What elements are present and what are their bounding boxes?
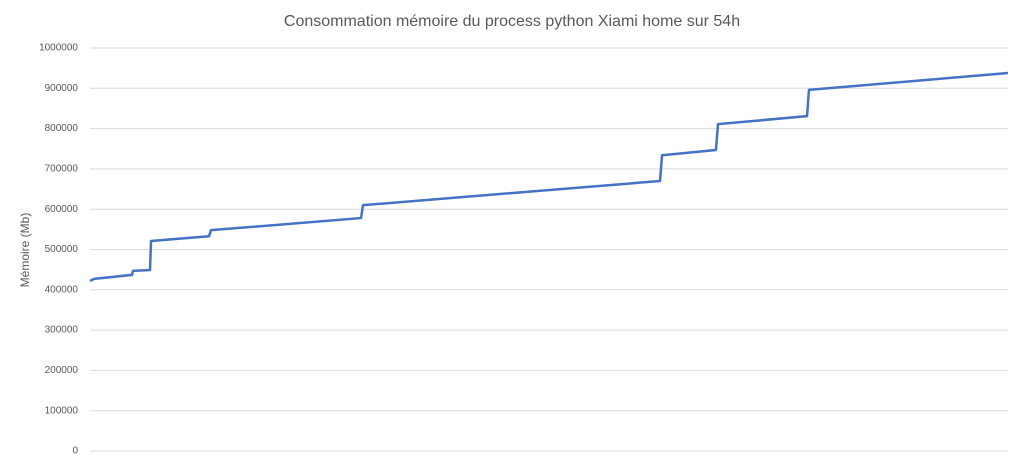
y-tick-label: 700000	[45, 164, 79, 175]
y-tick-label: 200000	[45, 365, 79, 376]
y-tick-label: 500000	[45, 244, 79, 255]
y-tick-label: 0	[72, 446, 78, 457]
y-tick-label: 100000	[45, 405, 79, 416]
data-line	[89, 71, 1009, 283]
y-tick-label: 1000000	[39, 43, 78, 54]
y-tick-label: 300000	[45, 325, 79, 336]
y-axis-label: Mémoire (Mb)	[18, 213, 32, 288]
chart-title: Consommation mémoire du process python X…	[284, 13, 740, 30]
y-tick-label: 800000	[45, 123, 79, 134]
y-tick-label: 400000	[45, 284, 79, 295]
y-tick-label: 600000	[45, 204, 79, 215]
y-tick-label: 900000	[45, 83, 79, 94]
